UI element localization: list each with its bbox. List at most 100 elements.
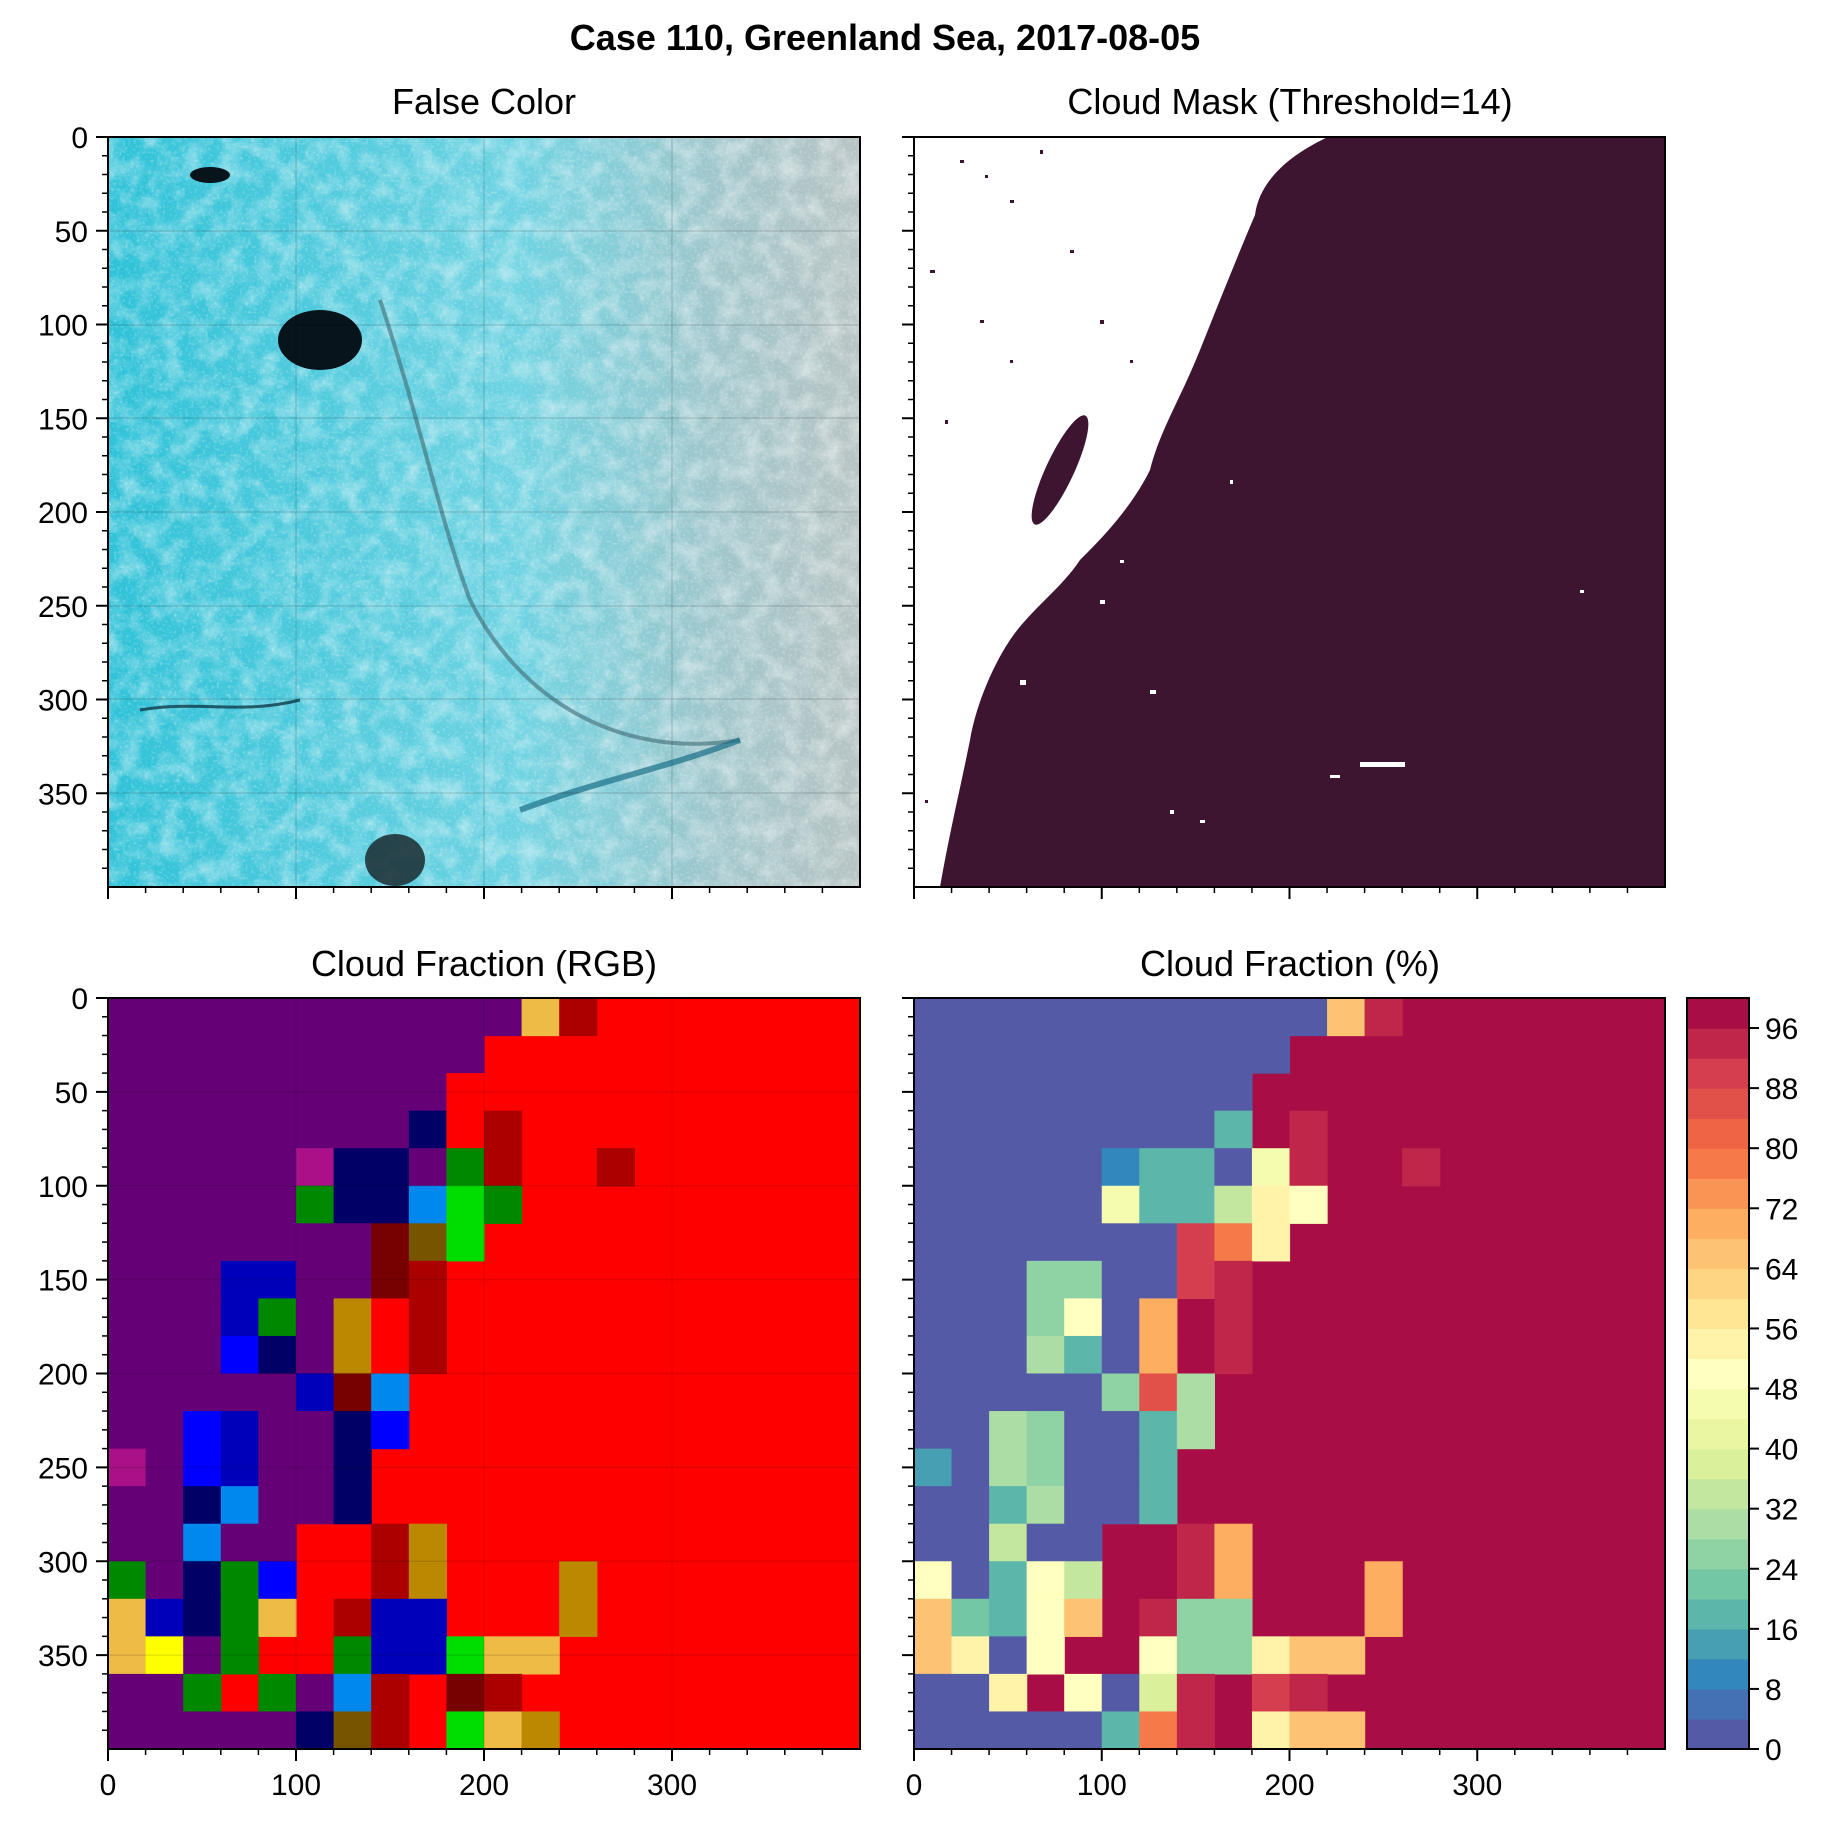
colorbar-band xyxy=(1687,1538,1749,1570)
colorbar-tick-label: 8 xyxy=(1765,1674,1782,1707)
cloud-fraction-rgb-cell xyxy=(220,1411,259,1450)
cloud-fraction-percent-cell xyxy=(1101,1373,1140,1412)
cloud-fraction-rgb-cell xyxy=(371,1711,410,1750)
cloud-fraction-rgb-cell xyxy=(258,1335,297,1375)
cloud-fraction-percent-cell xyxy=(1176,1561,1215,1600)
cloud-fraction-rgb-cell xyxy=(258,1411,335,1450)
cloud-fraction-percent-cell xyxy=(1101,1185,1140,1224)
cloud-fraction-rgb-cell xyxy=(296,1335,335,1375)
cloud-fraction-rgb-cell xyxy=(258,1673,297,1713)
cloud-fraction-rgb-cell xyxy=(371,1260,410,1299)
cloud-fraction-rgb-cells xyxy=(108,998,860,1750)
cloud-fraction-percent-cell xyxy=(1251,1148,1291,1187)
y-tick-label: 200 xyxy=(38,1359,88,1392)
cloud-fraction-percent-cell xyxy=(1251,1673,1291,1713)
colorbar-band xyxy=(1687,1178,1749,1209)
cloud-fraction-rgb-cell xyxy=(183,1636,222,1675)
ticks-cloud-fraction-rgb: 0 50 100 150 200 250 300 350 0 100 200 300 xyxy=(38,983,824,1802)
cloud-fraction-rgb-cell xyxy=(108,1223,372,1262)
cloud-fraction-percent-cell xyxy=(1026,1636,1065,1675)
colorbar-band xyxy=(1687,1418,1749,1450)
cloud-fraction-percent-cell xyxy=(1139,1148,1215,1187)
cloud-fraction-rgb-cell xyxy=(446,1711,485,1750)
cloud-fraction-rgb-cell xyxy=(446,1223,485,1262)
cloud-fraction-rgb-cell xyxy=(371,1335,410,1375)
cloud-fraction-rgb-cell xyxy=(108,1486,184,1525)
colorbar: 0 8 16 24 32 40 48 56 64 72 80 88 96 xyxy=(1686,997,1798,1767)
cloud-fraction-rgb-cell xyxy=(108,1298,222,1337)
y-tick-label: 350 xyxy=(38,1640,88,1673)
cloud-fraction-percent-cell xyxy=(1101,1335,1140,1375)
panel-cloud-fraction-percent: Cloud Fraction (%) 0 100 200 300 xyxy=(902,943,1666,1802)
cloud-fraction-percent-cell xyxy=(1176,1636,1253,1675)
cloud-fraction-rgb-cell xyxy=(258,1598,297,1637)
cloud-fraction-percent-cell xyxy=(914,1486,990,1525)
cloud-fraction-percent-cell xyxy=(1064,1486,1140,1525)
cloud-fraction-rgb-cell xyxy=(408,1335,447,1375)
x-tick-label: 300 xyxy=(647,1769,697,1802)
cloud-fraction-rgb-cell xyxy=(521,998,560,1037)
colorbar-band xyxy=(1687,1298,1749,1330)
cloud-fraction-percent-cell xyxy=(1214,1260,1253,1299)
colorbar-band xyxy=(1687,1658,1749,1690)
cloud-fraction-percent-cell xyxy=(989,1673,1028,1713)
cloud-fraction-rgb-cell xyxy=(559,1561,598,1600)
cloud-fraction-rgb-cell xyxy=(408,1523,447,1562)
cloud-fraction-rgb-cell xyxy=(183,1448,222,1487)
cloud-fraction-rgb-grid xyxy=(108,998,860,1749)
cloud-fraction-rgb-cell xyxy=(183,1523,222,1562)
cloud-fraction-rgb-cell xyxy=(333,1448,372,1487)
x-tick-label: 0 xyxy=(100,1769,117,1802)
cloud-fraction-rgb-cell xyxy=(484,1148,523,1187)
colorbar-band xyxy=(1687,1688,1749,1720)
cloud-fraction-rgb-cell xyxy=(408,1148,447,1187)
x-tick-label: 200 xyxy=(459,1769,509,1802)
cloud-fraction-percent-cell xyxy=(914,1636,953,1675)
cloud-fraction-percent-cell xyxy=(989,1523,1028,1562)
x-tick-label: 200 xyxy=(1264,1769,1314,1802)
cloud-fraction-rgb-cell xyxy=(183,1561,222,1600)
y-tick-label: 100 xyxy=(38,310,88,343)
colorbar-band xyxy=(1687,1478,1749,1510)
cloud-fraction-percent-cell xyxy=(1251,1185,1291,1224)
colorbar-tick-label: 96 xyxy=(1765,1013,1798,1046)
cloud-fraction-rgb-cell xyxy=(333,1711,372,1750)
cloud-fraction-percent-cell xyxy=(1139,1636,1178,1675)
cloud-fraction-rgb-cell xyxy=(220,1523,297,1562)
colorbar-band xyxy=(1687,1358,1749,1390)
cloud-fraction-rgb-cell xyxy=(108,1335,222,1375)
cloud-fraction-percent-cell xyxy=(914,1411,990,1450)
cloud-fraction-rgb-cell xyxy=(183,1486,222,1525)
cloud-fraction-percent-cell xyxy=(989,1486,1028,1525)
y-tick-label: 200 xyxy=(38,497,88,530)
colorbar-band xyxy=(1687,1028,1749,1059)
cloud-fraction-percent-cell xyxy=(989,1561,1028,1600)
x-tick-label: 0 xyxy=(906,1769,923,1802)
panel-title-cloud-fraction-rgb: Cloud Fraction (RGB) xyxy=(311,943,657,984)
cloud-fraction-rgb-cell xyxy=(446,1636,485,1675)
cloud-mask-image xyxy=(914,137,1665,887)
cloud-fraction-rgb-cell xyxy=(333,1598,372,1637)
colorbar-band xyxy=(1687,1268,1749,1299)
cloud-fraction-rgb-cell xyxy=(108,1561,147,1600)
cloud-fraction-percent-cell xyxy=(914,1110,1215,1149)
cloud-fraction-rgb-cell xyxy=(145,1598,184,1637)
cloud-fraction-percent-cell xyxy=(1176,1260,1215,1299)
cloud-fraction-rgb-cell xyxy=(296,1711,335,1750)
cloud-fraction-rgb-cell xyxy=(220,1260,297,1299)
ticks-cloud-fraction-percent: 0 100 200 300 xyxy=(902,997,1629,1802)
cloud-fraction-rgb-cell xyxy=(371,1561,410,1600)
cloud-fraction-rgb-cell xyxy=(296,1298,335,1337)
cloud-fraction-rgb-cell xyxy=(258,1448,335,1487)
cloud-fraction-rgb-cell xyxy=(108,1411,184,1450)
cloud-fraction-percent-cell xyxy=(1101,1711,1140,1750)
colorbar-tick-label: 40 xyxy=(1765,1434,1798,1467)
y-tick-label: 100 xyxy=(38,1171,88,1204)
cloud-fraction-rgb-cell xyxy=(145,1448,184,1487)
panel-title-false-color: False Color xyxy=(392,81,576,122)
colorbar-tick-label: 16 xyxy=(1765,1614,1798,1647)
panel-false-color: False Color 0 50 100 150 200 250 300 350 xyxy=(38,81,861,899)
colorbar-tick-label: 80 xyxy=(1765,1133,1798,1166)
colorbar-tick-label: 0 xyxy=(1765,1734,1782,1767)
